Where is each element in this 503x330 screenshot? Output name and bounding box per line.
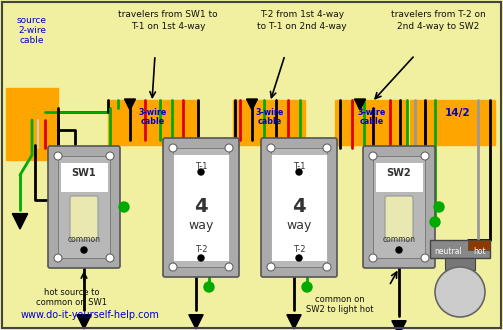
Circle shape [323, 263, 331, 271]
Bar [108, 100, 198, 145]
Text: travelers from SW1 to: travelers from SW1 to [118, 10, 218, 19]
Text: T-1: T-1 [195, 162, 207, 171]
Bar [173, 148, 229, 267]
Circle shape [302, 282, 312, 292]
Polygon shape [77, 315, 91, 329]
Text: SW2: SW2 [387, 168, 411, 178]
Circle shape [204, 282, 214, 292]
Circle shape [430, 217, 440, 227]
Text: 3-wire: 3-wire [358, 108, 386, 117]
Bar [271, 154, 327, 261]
Text: hot: hot [474, 248, 486, 256]
Text: hot source to: hot source to [44, 288, 100, 297]
Circle shape [323, 144, 331, 152]
Circle shape [106, 254, 114, 262]
Text: 3-wire: 3-wire [256, 108, 284, 117]
Text: 4: 4 [194, 197, 208, 216]
Circle shape [119, 202, 129, 212]
Text: 14/2: 14/2 [445, 108, 471, 118]
Text: common: common [382, 236, 415, 245]
Text: cable: cable [20, 36, 44, 45]
Circle shape [54, 254, 62, 262]
Circle shape [198, 169, 204, 175]
FancyBboxPatch shape [70, 196, 98, 240]
Text: 3-wire: 3-wire [139, 108, 167, 117]
Text: to T-1 on 2nd 4-way: to T-1 on 2nd 4-way [257, 22, 347, 31]
Text: 4: 4 [292, 197, 306, 216]
Text: 2nd 4-way to SW2: 2nd 4-way to SW2 [397, 22, 479, 31]
Bar [271, 148, 327, 267]
Circle shape [225, 263, 233, 271]
Text: cable: cable [141, 117, 165, 126]
Bar [58, 156, 110, 258]
Bar [375, 162, 423, 192]
Circle shape [396, 247, 402, 253]
Bar [233, 100, 305, 145]
Circle shape [81, 247, 87, 253]
Polygon shape [189, 315, 203, 329]
Bar [445, 258, 475, 270]
Text: way: way [286, 218, 312, 232]
Circle shape [369, 254, 377, 262]
Text: common on SW1: common on SW1 [37, 298, 108, 307]
Circle shape [421, 152, 429, 160]
Circle shape [434, 202, 444, 212]
Text: SW1: SW1 [72, 168, 96, 178]
Circle shape [54, 152, 62, 160]
Text: source: source [17, 16, 47, 25]
Polygon shape [355, 99, 366, 110]
Bar [468, 240, 490, 250]
Polygon shape [125, 99, 135, 110]
Bar [6, 88, 58, 160]
Text: way: way [188, 218, 214, 232]
Bar [430, 240, 490, 258]
FancyBboxPatch shape [363, 146, 435, 268]
Text: cable: cable [360, 117, 384, 126]
Bar [335, 100, 407, 145]
Circle shape [296, 255, 302, 261]
Bar [60, 162, 108, 192]
Circle shape [369, 152, 377, 160]
Ellipse shape [435, 267, 485, 317]
Polygon shape [287, 315, 301, 329]
Circle shape [267, 144, 275, 152]
Polygon shape [246, 99, 258, 110]
Circle shape [106, 152, 114, 160]
Text: T-2: T-2 [195, 245, 207, 254]
Polygon shape [392, 321, 406, 330]
Text: common: common [67, 236, 101, 245]
Circle shape [169, 144, 177, 152]
Circle shape [225, 144, 233, 152]
Text: travelers from T-2 on: travelers from T-2 on [391, 10, 485, 19]
Circle shape [198, 255, 204, 261]
Text: cable: cable [258, 117, 282, 126]
Polygon shape [12, 214, 28, 229]
Circle shape [296, 169, 302, 175]
Text: 2-wire: 2-wire [18, 26, 46, 35]
Text: www.do-it-yourself-help.com: www.do-it-yourself-help.com [21, 310, 159, 320]
Bar [410, 100, 495, 145]
Bar [173, 154, 229, 261]
Circle shape [267, 263, 275, 271]
Text: SW2 to light hot: SW2 to light hot [306, 305, 374, 314]
FancyBboxPatch shape [48, 146, 120, 268]
Text: neutral: neutral [434, 248, 462, 256]
FancyBboxPatch shape [385, 196, 413, 240]
FancyBboxPatch shape [261, 138, 337, 277]
Circle shape [421, 254, 429, 262]
Text: T-1: T-1 [293, 162, 305, 171]
Bar [373, 156, 425, 258]
Text: T-2: T-2 [293, 245, 305, 254]
Text: T-1 on 1st 4-way: T-1 on 1st 4-way [131, 22, 205, 31]
Text: T-2 from 1st 4-way: T-2 from 1st 4-way [260, 10, 344, 19]
Circle shape [169, 263, 177, 271]
Text: common on: common on [315, 295, 365, 304]
FancyBboxPatch shape [163, 138, 239, 277]
